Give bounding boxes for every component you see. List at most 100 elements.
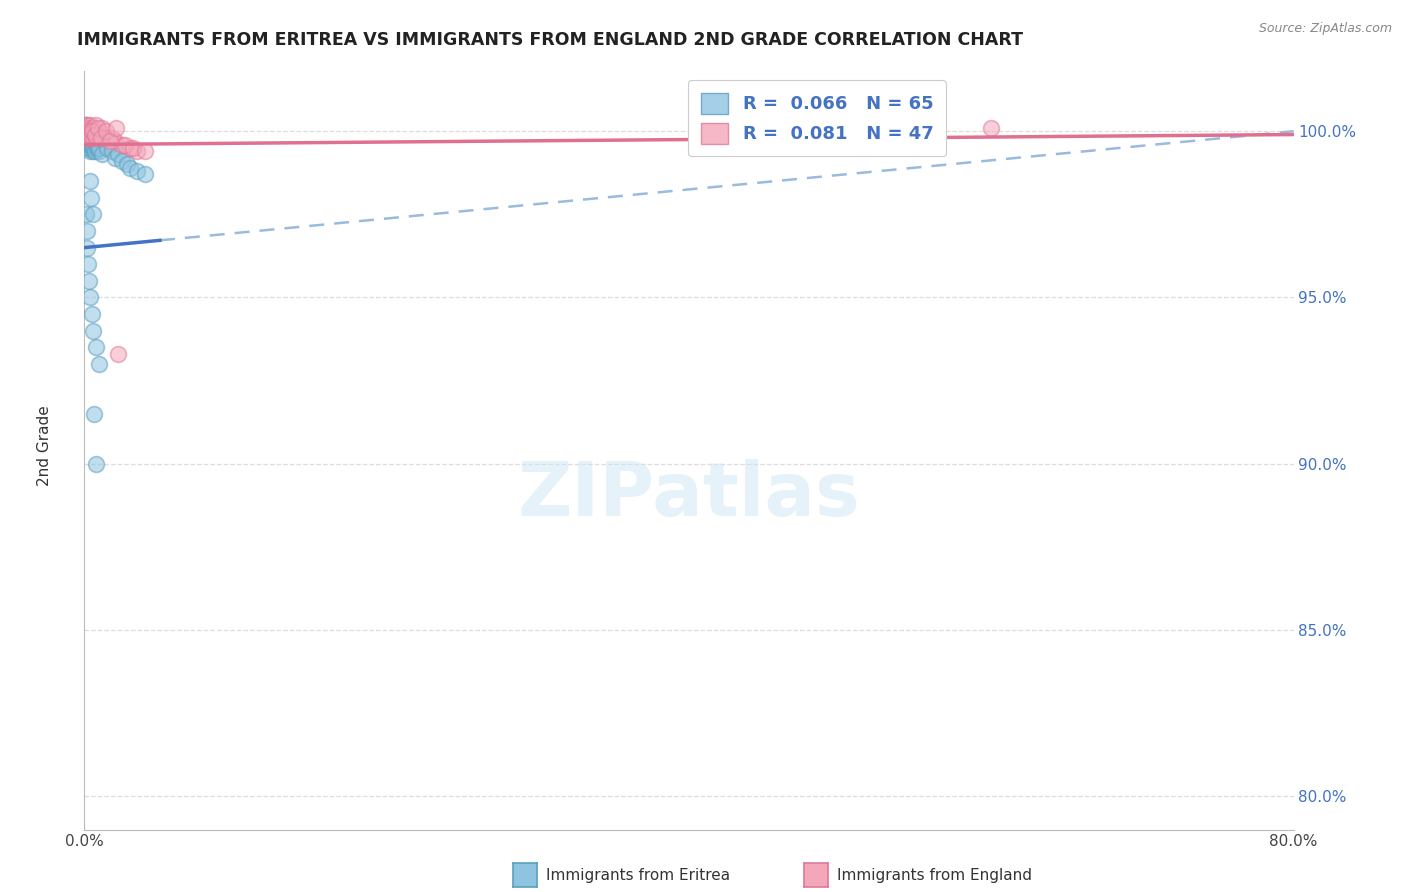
Point — [80, 134, 103, 148]
Point — [84, 144, 107, 158]
Point — [76, 134, 98, 148]
Point — [84, 137, 107, 152]
Point — [96, 141, 118, 155]
Point — [86, 131, 108, 145]
Point — [118, 141, 141, 155]
Point — [115, 157, 138, 171]
Point — [82, 131, 104, 145]
Point — [87, 120, 110, 135]
Point — [80, 131, 103, 145]
Point — [76, 137, 98, 152]
Point — [980, 120, 1002, 135]
Point — [94, 124, 117, 138]
Point — [100, 144, 122, 158]
Point — [111, 154, 134, 169]
Text: IMMIGRANTS FROM ERITREA VS IMMIGRANTS FROM ENGLAND 2ND GRADE CORRELATION CHART: IMMIGRANTS FROM ERITREA VS IMMIGRANTS FR… — [77, 31, 1024, 49]
Point — [84, 118, 107, 132]
Point — [111, 137, 134, 152]
Point — [77, 137, 100, 152]
Point — [76, 141, 98, 155]
Point — [77, 124, 100, 138]
Point — [80, 141, 103, 155]
Point — [82, 120, 104, 135]
Point — [77, 124, 100, 138]
Point — [76, 124, 98, 138]
Point — [77, 274, 100, 288]
Point — [89, 357, 111, 371]
Point — [86, 141, 108, 155]
Point — [76, 120, 98, 135]
Point — [76, 124, 98, 138]
Point — [75, 120, 97, 135]
Point — [77, 120, 100, 135]
Point — [134, 144, 156, 158]
Text: ZIPatlas: ZIPatlas — [517, 459, 860, 533]
Point — [118, 161, 141, 175]
Point — [75, 207, 97, 221]
Point — [134, 168, 156, 182]
Point — [104, 151, 127, 165]
Point — [75, 120, 97, 135]
Point — [82, 134, 104, 148]
Point — [79, 124, 101, 138]
Point — [82, 124, 104, 138]
Point — [75, 118, 97, 132]
Point — [77, 128, 100, 142]
Point — [79, 291, 101, 305]
Point — [83, 141, 105, 155]
Point — [77, 131, 100, 145]
Point — [79, 131, 101, 145]
Point — [76, 224, 98, 238]
Point — [127, 144, 149, 158]
Point — [80, 128, 103, 142]
Point — [75, 128, 97, 142]
Point — [86, 340, 108, 354]
Point — [121, 141, 143, 155]
Point — [87, 124, 110, 138]
Point — [77, 128, 100, 142]
Point — [96, 131, 118, 145]
Point — [79, 174, 101, 188]
Point — [86, 134, 108, 148]
Point — [84, 128, 107, 142]
Point — [80, 124, 103, 138]
Point — [127, 164, 149, 178]
Point — [76, 131, 98, 145]
Point — [83, 407, 105, 421]
Point — [80, 120, 103, 135]
Point — [76, 120, 98, 135]
Text: 2nd Grade: 2nd Grade — [38, 406, 52, 486]
Point — [89, 131, 111, 145]
Point — [79, 131, 101, 145]
Point — [84, 457, 107, 471]
Point — [82, 324, 104, 338]
Point — [80, 137, 103, 152]
Point — [91, 147, 114, 161]
Point — [105, 120, 128, 135]
Point — [80, 307, 103, 321]
Point — [98, 134, 121, 148]
Point — [76, 118, 98, 132]
Point — [82, 207, 104, 221]
Point — [107, 347, 129, 361]
Point — [79, 124, 101, 138]
Point — [80, 120, 103, 135]
Point — [82, 144, 104, 158]
Point — [75, 120, 97, 135]
Point — [79, 144, 101, 158]
Text: Immigrants from Eritrea: Immigrants from Eritrea — [546, 869, 730, 883]
Point — [87, 144, 110, 158]
Point — [83, 124, 105, 138]
Point — [75, 124, 97, 138]
Point — [91, 120, 114, 135]
Point — [75, 131, 97, 145]
Point — [75, 128, 97, 142]
Point — [107, 147, 129, 161]
Point — [84, 128, 107, 142]
Point — [104, 134, 127, 148]
Point — [76, 241, 98, 255]
Point — [75, 124, 97, 138]
Text: Source: ZipAtlas.com: Source: ZipAtlas.com — [1258, 22, 1392, 36]
Point — [90, 131, 112, 145]
Point — [77, 120, 100, 135]
